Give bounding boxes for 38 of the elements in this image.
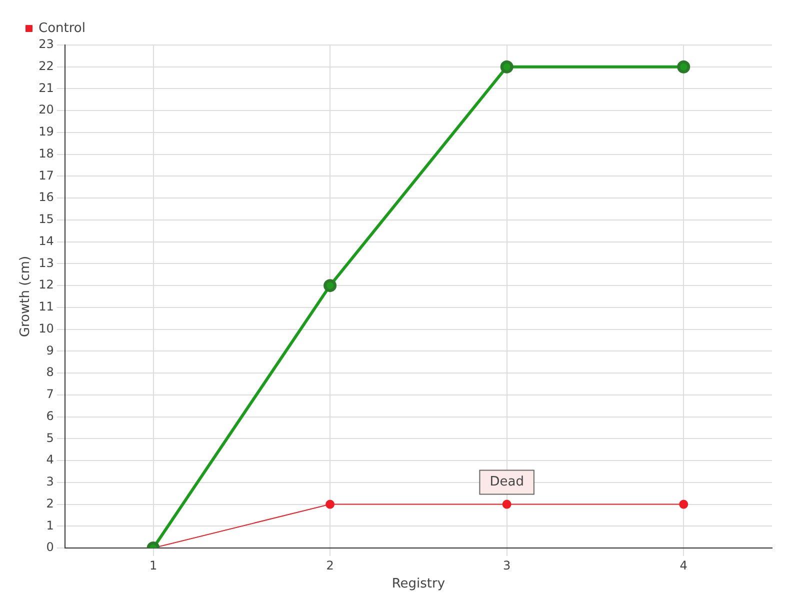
y-tick-label: 18 (38, 146, 54, 160)
y-tick-label: 8 (46, 365, 54, 380)
y-tick-label: 20 (38, 102, 54, 117)
x-tick-label: 2 (326, 558, 334, 572)
y-tick-label: 13 (38, 256, 54, 270)
x-tick-label: 1 (149, 558, 158, 572)
y-tick-label: 10 (38, 321, 54, 336)
y-tick-label: 22 (38, 58, 54, 73)
y-tick-label: 7 (46, 387, 54, 402)
y-tick-label: 17 (38, 168, 54, 182)
point (324, 279, 337, 292)
point (326, 500, 335, 509)
legend-label: Control (38, 20, 86, 36)
y-axis-title: Growth (cm) (18, 256, 34, 338)
annotation: Dead (490, 474, 524, 490)
y-tick-label: 16 (38, 190, 54, 204)
y-tick-label: 12 (38, 278, 54, 292)
point (502, 500, 512, 509)
y-tick-label: 14 (38, 234, 54, 248)
y-tick-label: 2 (46, 496, 54, 510)
y-tick-label: 1 (46, 518, 54, 532)
point (500, 60, 514, 74)
y-tick-label: 9 (46, 343, 54, 358)
y-tick-label: 4 (46, 452, 54, 467)
y-tick-label: 0 (46, 540, 54, 554)
y-tick-label: 5 (46, 430, 54, 445)
y-tick-label: 19 (38, 124, 54, 139)
y-tick-label: 6 (46, 408, 54, 423)
point (677, 60, 690, 74)
x-axis-title: Registry (392, 576, 446, 592)
y-tick-label: 15 (38, 212, 54, 226)
y-tick-label: 23 (38, 37, 54, 52)
y-tick-label: 21 (38, 80, 54, 95)
x-tick-label: 4 (680, 558, 688, 572)
x-tick-label: 3 (503, 558, 511, 572)
y-tick-label: 11 (38, 300, 54, 314)
y-tick-label: 3 (46, 474, 54, 489)
point (679, 500, 688, 509)
